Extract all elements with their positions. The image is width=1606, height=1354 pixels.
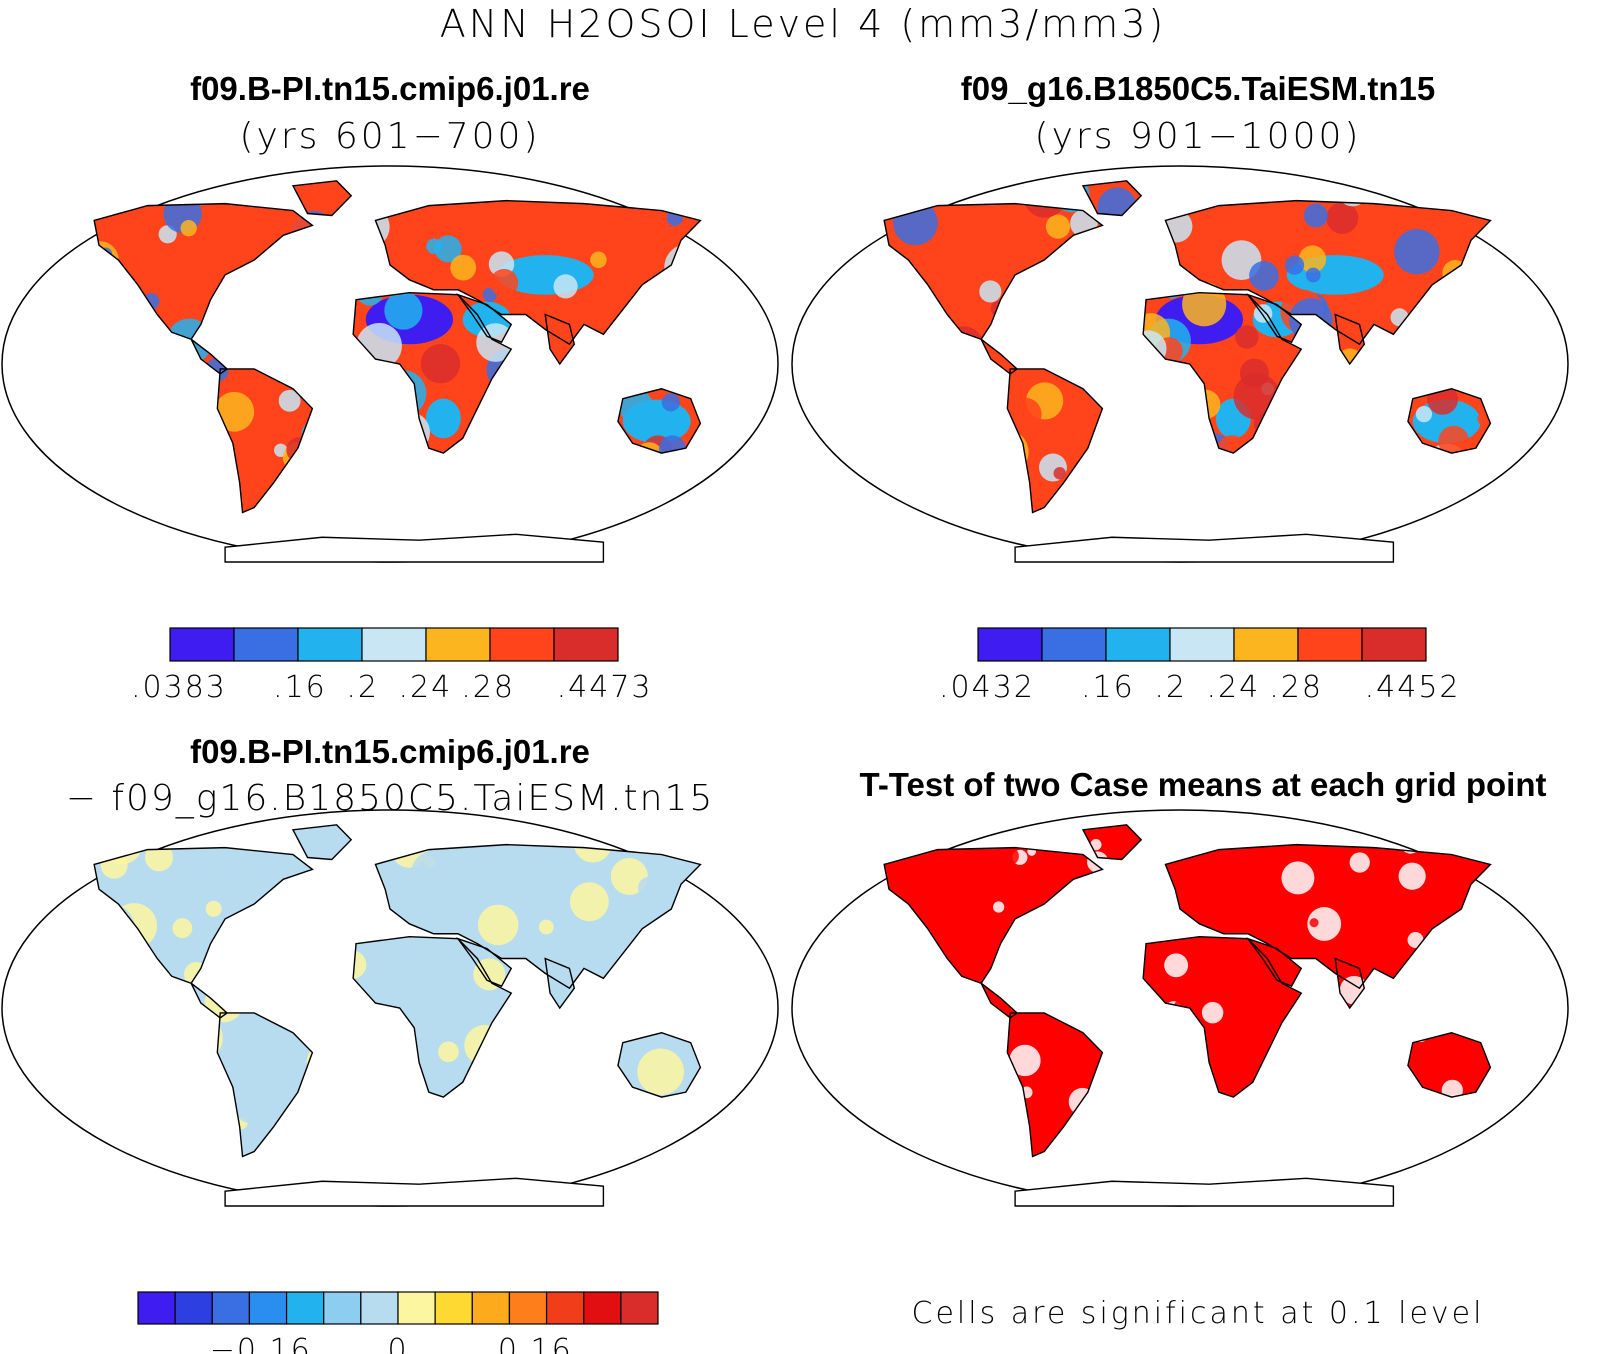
colorbar-swatch [545, 1291, 585, 1325]
colorbar-swatch [397, 1291, 436, 1325]
coastline-eurasia [374, 199, 702, 346]
coastline-australia [1407, 388, 1492, 454]
case1-subtitle: (yrs 601−700) [239, 116, 541, 157]
coastline-arabia [455, 937, 513, 988]
colorbar-label: .2 [1154, 670, 1187, 705]
colorbar-label: .4452 [1365, 670, 1461, 705]
colorbar-label: .2 [346, 670, 379, 705]
colorbar-swatch [297, 627, 363, 662]
colorbar-label: .16 [273, 670, 327, 705]
coastline-central-america [980, 982, 1019, 1019]
case2-title: f09_g16.B1850C5.TaiESM.tn15 [960, 70, 1436, 107]
colorbar-swatch [553, 627, 619, 662]
coastline-india [1334, 957, 1366, 1010]
colorbar-label: .16 [1081, 670, 1135, 705]
coastline-arabia [1245, 937, 1303, 988]
coastline-africa [1142, 936, 1303, 1098]
coastline-eurasia [1164, 199, 1492, 346]
coastline-africa [352, 936, 513, 1098]
coastline-africa [1142, 292, 1303, 454]
colorbar-swatch [1233, 627, 1299, 662]
colorbar-swatch [1041, 627, 1107, 662]
map-panel-ttest [791, 809, 1569, 1207]
colorbar-label: .24 [1207, 670, 1261, 705]
colorbar-swatch [1105, 627, 1171, 662]
coastline-antarctica [1014, 533, 1395, 563]
colorbar-label: 0 [387, 1333, 408, 1354]
case1-title: f09.B-PI.tn15.cmip6.j01.re [190, 70, 590, 107]
colorbar-swatch [248, 1291, 288, 1325]
ttest-footnote: Cells are significant at 0.1 level [911, 1296, 1485, 1331]
colorbar-swatch [471, 1291, 511, 1325]
coastline-eurasia [1164, 843, 1492, 990]
coastline-arabia [455, 293, 513, 344]
colorbar-swatch [323, 1291, 362, 1325]
colorbar-swatch [1297, 627, 1363, 662]
colorbar-label: .0432 [939, 670, 1035, 705]
colorbar-swatch [977, 627, 1043, 662]
coastline-central-america [190, 338, 229, 375]
colorbar-label: .0383 [131, 670, 227, 705]
coastline-antarctica [1014, 1177, 1395, 1207]
coastline-south-america [216, 1012, 314, 1158]
coastline-antarctica [224, 1177, 605, 1207]
ttest-title: T-Test of two Case means at each grid po… [859, 766, 1547, 803]
colorbar-swatch [434, 1291, 473, 1325]
figure-title: ANN H2OSOI Level 4 (mm3/mm3) [439, 2, 1167, 46]
colorbar-swatch [169, 627, 235, 662]
coastline-south-america [216, 368, 314, 514]
case2-subtitle: (yrs 901−1000) [1034, 116, 1362, 157]
coastline-greenland [291, 180, 353, 217]
coastline-north-america [93, 202, 314, 341]
colorbar-swatch [425, 627, 491, 662]
colorbar-swatch [508, 1291, 548, 1325]
coastline-north-america [883, 202, 1104, 341]
colorbar-swatch [583, 1291, 622, 1325]
colorbar-swatch [361, 627, 427, 662]
coastline-india [544, 957, 576, 1010]
colorbar-diff: −0.16 0 0.16 [137, 1291, 659, 1354]
coastline-antarctica [224, 533, 605, 563]
coastline-india [1334, 313, 1366, 366]
colorbar-label: −0.16 [210, 1333, 312, 1354]
colorbar-case1: .0383 .16 .2 .24.28 .4473 [131, 627, 653, 705]
coastline-south-america [1006, 368, 1104, 514]
coastline-australia [617, 1032, 702, 1098]
coastline-greenland [1081, 180, 1143, 217]
coastline-africa [352, 292, 513, 454]
coastline-south-america [1006, 1012, 1104, 1158]
colorbar-swatch [174, 1291, 213, 1325]
colorbar-swatch [137, 1291, 176, 1325]
colorbar-swatch [1361, 627, 1427, 662]
coastline-india [544, 313, 576, 366]
map-panel-diff [1, 809, 779, 1207]
colorbar-label: .24 [399, 670, 453, 705]
colorbar-swatch [360, 1291, 399, 1325]
colorbar-label: .28 [461, 670, 515, 705]
coastline-arabia [1245, 293, 1303, 344]
coastline-australia [1407, 1032, 1492, 1098]
diff-title: f09.B-PI.tn15.cmip6.j01.re [190, 733, 590, 770]
colorbar-swatch [489, 627, 555, 662]
colorbar-swatch [233, 627, 299, 662]
colorbar-label: .28 [1269, 670, 1323, 705]
coastline-eurasia [374, 843, 702, 990]
coastline-north-america [93, 846, 314, 985]
colorbar-label: 0.16 [498, 1333, 573, 1354]
colorbar-swatch [211, 1291, 251, 1325]
coastline-north-america [883, 846, 1104, 985]
colorbar-swatch [620, 1291, 659, 1325]
colorbar-label: .4473 [557, 670, 653, 705]
colorbar-swatch [285, 1291, 325, 1325]
colorbar-case2: .0432 .16 .2 .24.28 .4452 [939, 627, 1461, 705]
colorbar-swatch [1169, 627, 1235, 662]
coastline-greenland [1081, 824, 1143, 861]
coastline-greenland [291, 824, 353, 861]
coastline-central-america [190, 982, 229, 1019]
coastline-central-america [980, 338, 1019, 375]
coastline-australia [617, 388, 702, 454]
